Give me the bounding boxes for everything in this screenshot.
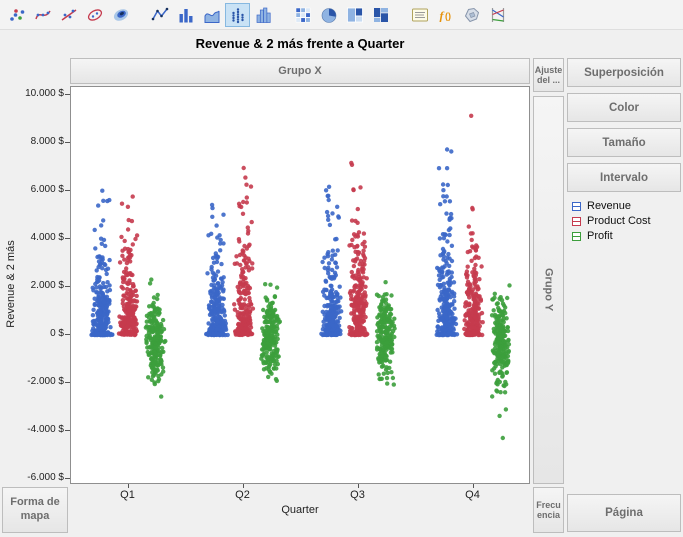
- drop-zone-fit[interactable]: Ajuste del ...: [533, 58, 564, 92]
- line-chart-icon: [151, 6, 169, 24]
- legend-label: Product Cost: [587, 215, 651, 227]
- y-tick-label: -6.000 $: [27, 472, 64, 483]
- y-axis-title: Revenue & 2 más: [5, 240, 17, 328]
- legend: Revenue Product Cost Profit: [572, 200, 651, 245]
- x-tick-label: Q1: [120, 489, 135, 501]
- toolbar: f(): [0, 0, 683, 30]
- mosaic-icon: [372, 6, 390, 24]
- heatmap-icon: [294, 6, 312, 24]
- drop-zone-group-x[interactable]: Grupo X: [70, 58, 530, 84]
- histogram-icon: [255, 6, 273, 24]
- drop-zone-frequency[interactable]: Frecuencia: [533, 487, 564, 533]
- legend-label: Profit: [587, 230, 613, 242]
- drop-zone-color[interactable]: Color: [567, 93, 681, 122]
- toolbar-button-line-chart[interactable]: [147, 3, 172, 27]
- line-of-fit-icon: [60, 6, 78, 24]
- drop-zone-interval[interactable]: Intervalo: [567, 163, 681, 192]
- toolbar-button-caption-box[interactable]: [407, 3, 432, 27]
- treemap-icon: [346, 6, 364, 24]
- y-tick-label: -4.000 $: [27, 424, 64, 436]
- smoother-icon: [34, 6, 52, 24]
- x-tick-label: Q4: [465, 489, 480, 501]
- toolbar-group: [4, 3, 133, 27]
- ellipse-icon: [86, 6, 104, 24]
- toolbar-button-histogram[interactable]: [251, 3, 276, 27]
- formula-icon: f(): [437, 6, 455, 24]
- right-panel: Superposición Color Tamaño Intervalo: [567, 58, 681, 198]
- x-tick-label: Q2: [235, 489, 250, 501]
- toolbar-button-jitter-points[interactable]: [225, 2, 250, 27]
- legend-label: Revenue: [587, 200, 632, 212]
- toolbar-button-bar-chart[interactable]: [173, 3, 198, 27]
- toolbar-button-points[interactable]: [4, 3, 29, 27]
- drop-zone-group-y[interactable]: Grupo Y: [533, 96, 564, 484]
- legend-marker: [572, 231, 581, 241]
- svg-text:f: f: [439, 8, 444, 22]
- pie-chart-icon: [320, 6, 338, 24]
- toolbar-group: f(): [407, 3, 510, 27]
- toolbar-button-mosaic[interactable]: [368, 3, 393, 27]
- drop-zone-map-shape[interactable]: Forma de mapa: [2, 487, 68, 533]
- toolbar-button-formula[interactable]: f(): [433, 3, 458, 27]
- legend-item[interactable]: Product Cost: [572, 215, 651, 227]
- legend-item[interactable]: Profit: [572, 230, 651, 242]
- plot-points: [89, 113, 512, 441]
- x-axis-title: Quarter: [281, 504, 319, 516]
- toolbar-button-ellipse[interactable]: [82, 3, 107, 27]
- y-tick-label: 10.000 $: [25, 88, 64, 100]
- drop-zone-size[interactable]: Tamaño: [567, 128, 681, 157]
- toolbar-button-line-of-fit[interactable]: [56, 3, 81, 27]
- parallel-plot-icon: [489, 6, 507, 24]
- plot-area[interactable]: [70, 86, 530, 484]
- toolbar-button-heatmap[interactable]: [290, 3, 315, 27]
- drop-zone-page[interactable]: Página: [567, 494, 681, 532]
- drop-zone-overlay[interactable]: Superposición: [567, 58, 681, 87]
- toolbar-button-area-chart[interactable]: [199, 3, 224, 27]
- jitter-points-icon: [229, 6, 247, 24]
- toolbar-group: [147, 2, 276, 27]
- toolbar-button-parallel-plot[interactable]: [485, 3, 510, 27]
- x-tick-label: Q3: [350, 489, 365, 501]
- legend-item[interactable]: Revenue: [572, 200, 651, 212]
- contour-icon: [112, 6, 130, 24]
- y-tick-label: 8.000 $: [30, 136, 64, 148]
- area-chart-icon: [203, 6, 221, 24]
- legend-marker: [572, 201, 581, 211]
- legend-marker: [572, 216, 581, 226]
- toolbar-button-contour[interactable]: [108, 3, 133, 27]
- toolbar-button-pie-chart[interactable]: [316, 3, 341, 27]
- points-icon: [8, 6, 26, 24]
- toolbar-button-treemap[interactable]: [342, 3, 367, 27]
- drop-zone-group-y-label: Grupo Y: [542, 268, 555, 312]
- caption-box-icon: [411, 6, 429, 24]
- map-shapes-icon: [463, 6, 481, 24]
- svg-text:(): (): [445, 11, 451, 21]
- bar-chart-icon: [177, 6, 195, 24]
- chart-title: Revenue & 2 más frente a Quarter: [195, 36, 405, 51]
- toolbar-button-smoother[interactable]: [30, 3, 55, 27]
- toolbar-button-map-shapes[interactable]: [459, 3, 484, 27]
- toolbar-group: [290, 3, 393, 27]
